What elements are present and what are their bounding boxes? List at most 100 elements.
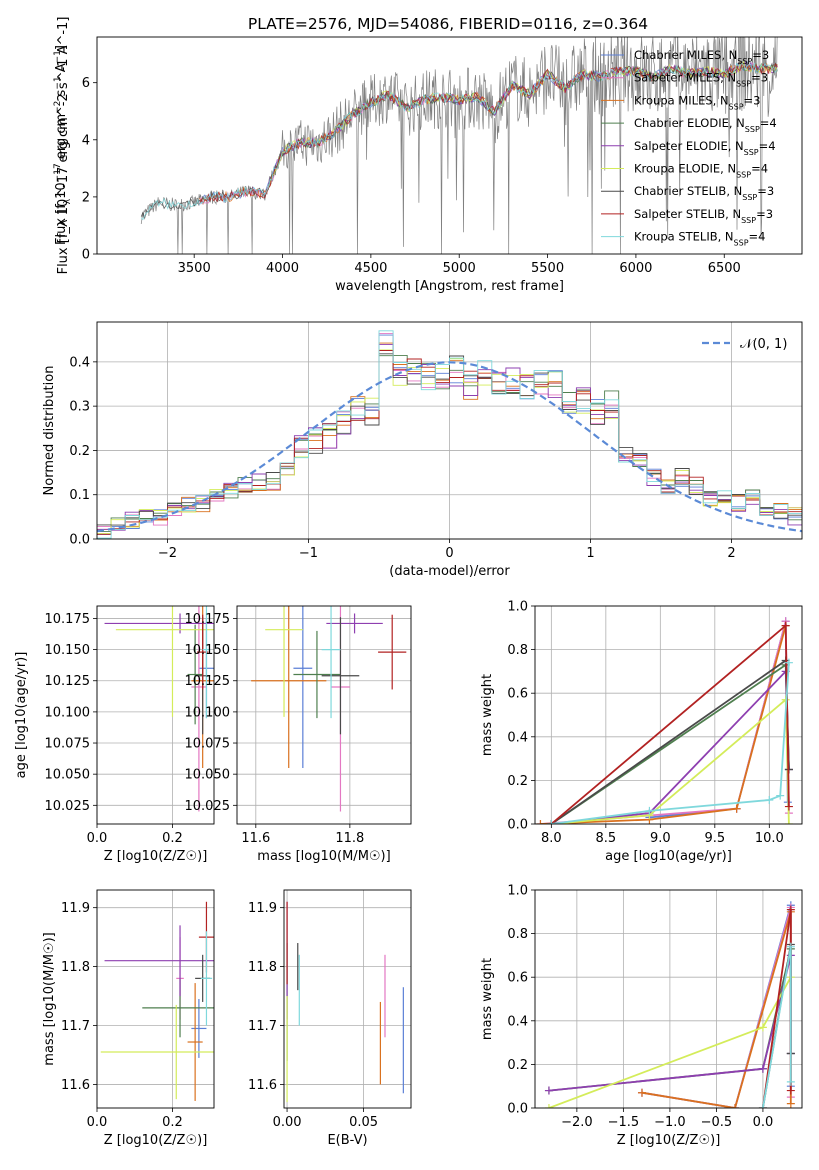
legend-subscript: SSP	[745, 125, 760, 134]
y-axis-label: mass [log10(M/M☉)]	[42, 932, 57, 1065]
panel-age-massweight: 8.0 8.5 9.0 9.5 10.0 0.0 0.2 0.4 0.6 0.8 1.0 age [l…	[480, 600, 803, 864]
axes-frame	[96, 321, 803, 540]
x-tick-label: 0.2	[162, 831, 183, 846]
legend-label: Kroupa STELIB, NSSP=4	[634, 230, 765, 248]
x-tick-label: 3500	[178, 261, 211, 276]
axes-frame	[534, 605, 803, 825]
x-axis-label: wavelength [Angstrom, rest frame]	[335, 279, 564, 294]
histogram-step-line	[97, 343, 802, 531]
y-tick-label: 10.025	[185, 799, 231, 814]
legend-subscript: SSP	[744, 147, 759, 156]
y-tick-label: 11.9	[248, 901, 277, 916]
x-tick-label: 0.0	[87, 1115, 108, 1130]
y-tick-label: 0.1	[69, 488, 90, 503]
y-tick-label: 0.4	[507, 1014, 528, 1029]
spectrum-legend: Chabrier MILES, NSSP=3 Salpeter MILES, NS…	[601, 48, 777, 247]
mass-weight-line	[762, 946, 792, 1108]
x-tick-label: 9.0	[650, 831, 671, 846]
residual-legend: 𝒩(0, 1)	[702, 337, 787, 352]
x-tick-label: 0.2	[162, 1115, 183, 1130]
panel-mass-age: 11.6 11.8 10.025 10.050 10.075 10.100 10.125 10…	[185, 605, 412, 864]
axes-frame	[96, 889, 215, 1109]
y-axis-label: Flux [f_λ 10^-17 erg cm^-2 s^-1 A^-1]	[56, 17, 71, 275]
y-tick-label: 10.125	[185, 674, 231, 689]
legend-nssp: =3	[751, 71, 768, 85]
mass-weight-marker	[547, 820, 556, 824]
x-tick-label: 0.05	[349, 1115, 378, 1130]
y-tick-label: 0.6	[507, 687, 528, 702]
x-tick-label: −1.0	[654, 1115, 686, 1130]
y-axis-label: Normed distribution	[42, 366, 57, 496]
axes-frame	[283, 889, 412, 1109]
y-tick-label: 0.8	[507, 643, 528, 658]
y-label-part: −1	[53, 76, 63, 89]
y-tick-label: 10.050	[185, 768, 231, 783]
x-tick-label: 5000	[443, 261, 476, 276]
x-tick-label: 11.6	[241, 831, 270, 846]
mass-weight-marker	[544, 1104, 553, 1108]
mass-weight-marker	[637, 1088, 646, 1097]
panel-z-age: 0.0 0.2 10.025 10.050 10.075 10.100 10.125 10.1…	[14, 605, 215, 864]
mass-weight-line	[550, 623, 790, 824]
legend-subscript: SSP	[729, 102, 744, 111]
y-tick-label: 10.075	[45, 737, 91, 752]
x-tick-label: 0.0	[87, 831, 108, 846]
y-tick-label: 10.175	[185, 612, 231, 627]
x-tick-label: −2	[158, 546, 177, 561]
x-tick-label: 4500	[354, 261, 387, 276]
y-tick-label: 11.6	[61, 1078, 90, 1093]
y-tick-label: 0.0	[507, 818, 528, 833]
x-axis-label: Z [log10(Z/Z☉)]	[104, 849, 208, 864]
y-tick-label: 10.100	[45, 705, 91, 720]
plot-area-z-age	[104, 606, 214, 812]
x-tick-label: −1	[299, 546, 318, 561]
y-tick-label: 10.025	[45, 799, 91, 814]
y-tick-label: 0.2	[507, 774, 528, 789]
model-spectrum-line	[268, 61, 778, 185]
mass-weight-marker	[786, 1077, 795, 1086]
legend-nssp: =4	[749, 230, 766, 244]
mass-weight-marker	[786, 942, 795, 951]
y-tick-label: 10.175	[45, 612, 91, 627]
y-tick-label: 6	[82, 76, 90, 91]
plot-area-residuals	[97, 330, 802, 539]
y-tick-label: 0.8	[507, 927, 528, 942]
panel-ebv-mass: 0.00 0.05 11.6 11.7 11.8 11.9 E(B-V)	[248, 889, 412, 1148]
plot-area-age-massweight	[536, 617, 793, 824]
y-tick-label: 10.050	[45, 768, 91, 783]
mass-weight-marker	[786, 905, 795, 914]
y-label-part: A	[54, 63, 69, 76]
mass-weight-marker	[776, 791, 785, 800]
x-axis-label: Z [log10(Z/Z☉)]	[104, 1133, 208, 1148]
mass-weight-marker	[765, 796, 774, 805]
x-tick-label: 0.0	[753, 1115, 774, 1130]
x-axis-label: E(B-V)	[327, 1133, 367, 1148]
legend-label: 𝒩(0, 1)	[740, 337, 787, 352]
x-axis-label: (data-model)/error	[389, 564, 510, 579]
y-tick-label: 4	[82, 133, 90, 148]
legend-label: Chabrier MILES, NSSP=3	[634, 48, 769, 66]
histogram-step-line	[97, 350, 802, 535]
mass-weight-line	[551, 697, 790, 824]
legend-subscript: SSP	[737, 57, 752, 66]
panel-spectrum: 3500 4000 4500 5000 5500 6000 6500 0 2 4 6 waveleng…	[53, 17, 803, 294]
x-tick-label: 6500	[708, 261, 741, 276]
y-label-part: s	[54, 89, 69, 100]
y-tick-label: 11.8	[248, 960, 277, 975]
legend-label: Salpeter MILES, NSSP=3	[634, 71, 768, 89]
plot-area-mass-age	[251, 606, 407, 812]
legend-nssp: =3	[744, 93, 761, 107]
y-tick-label: 10.150	[45, 643, 91, 658]
legend-nssp: =4	[760, 116, 777, 130]
y-label-part: −17	[53, 163, 63, 182]
x-tick-label: 5500	[531, 261, 564, 276]
legend-nssp: =4	[759, 139, 776, 153]
x-axis-label: age [log10(age/yr)]	[605, 849, 732, 864]
mass-weight-marker	[758, 1064, 767, 1073]
y-tick-label: 0.4	[69, 355, 90, 370]
legend-nssp: =3	[757, 184, 774, 198]
mass-weight-marker	[645, 806, 654, 815]
y-tick-label: 0	[82, 248, 90, 263]
x-tick-label: 8.0	[541, 831, 562, 846]
mass-weight-marker	[781, 621, 790, 630]
